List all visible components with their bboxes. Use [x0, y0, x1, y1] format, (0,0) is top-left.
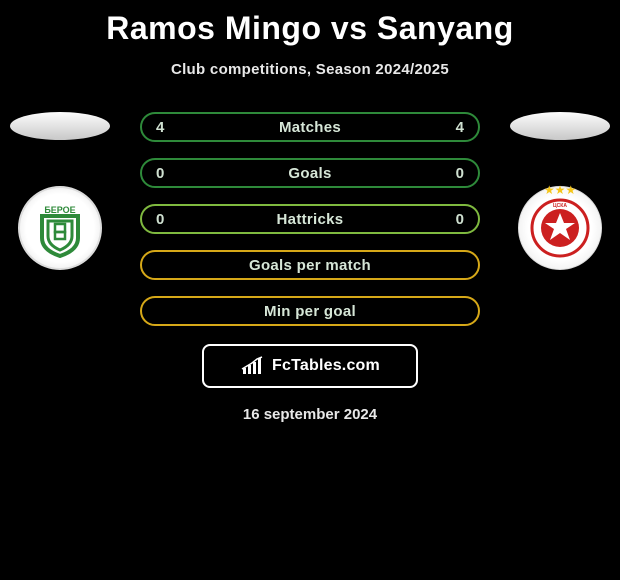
stat-label: Goals [288, 165, 331, 182]
stat-label: Goals per match [249, 257, 371, 274]
stat-label: Hattricks [277, 211, 344, 228]
stat-row: 0 Goals 0 [140, 158, 480, 188]
subtitle: Club competitions, Season 2024/2025 [171, 61, 449, 78]
svg-text:БЕРОЕ: БЕРОЕ [44, 205, 75, 215]
comparison-card: Ramos Mingo vs Sanyang Club competitions… [0, 0, 620, 431]
stat-left-value: 4 [156, 119, 171, 136]
chart-icon [240, 356, 266, 376]
player-right-column: ★★★ ЦСКА [510, 112, 610, 270]
beroe-logo-icon: БЕРОЕ [30, 198, 90, 258]
svg-text:ЦСКА: ЦСКА [553, 203, 567, 209]
page-title: Ramos Mingo vs Sanyang [106, 10, 514, 47]
stat-right-value: 4 [449, 119, 464, 136]
stat-row: Goals per match [140, 250, 480, 280]
cska-logo-icon: ЦСКА [528, 196, 592, 260]
stat-right-value: 0 [449, 211, 464, 228]
team-badge-left: БЕРОЕ [18, 186, 102, 270]
player-right-avatar [510, 112, 610, 140]
brand-text: FcTables.com [272, 357, 380, 375]
stars-icon: ★★★ [544, 183, 576, 197]
stat-row: Min per goal [140, 296, 480, 326]
stat-label: Matches [279, 119, 341, 136]
stat-right-value: 0 [449, 165, 464, 182]
stat-row: 0 Hattricks 0 [140, 204, 480, 234]
date-label: 16 september 2024 [243, 406, 377, 423]
stat-row: 4 Matches 4 [140, 112, 480, 142]
comparison-area: БЕРОЕ 4 Matches 4 0 Goals 0 0 Hattricks 0 Goals p… [0, 112, 620, 326]
brand-badge[interactable]: FcTables.com [202, 344, 418, 388]
player-left-avatar [10, 112, 110, 140]
stat-left-value: 0 [156, 211, 171, 228]
player-left-column: БЕРОЕ [10, 112, 110, 270]
team-badge-right: ★★★ ЦСКА [518, 186, 602, 270]
stat-label: Min per goal [264, 303, 356, 320]
stat-left-value: 0 [156, 165, 171, 182]
stats-block: 4 Matches 4 0 Goals 0 0 Hattricks 0 Goals per mat… [140, 112, 480, 326]
